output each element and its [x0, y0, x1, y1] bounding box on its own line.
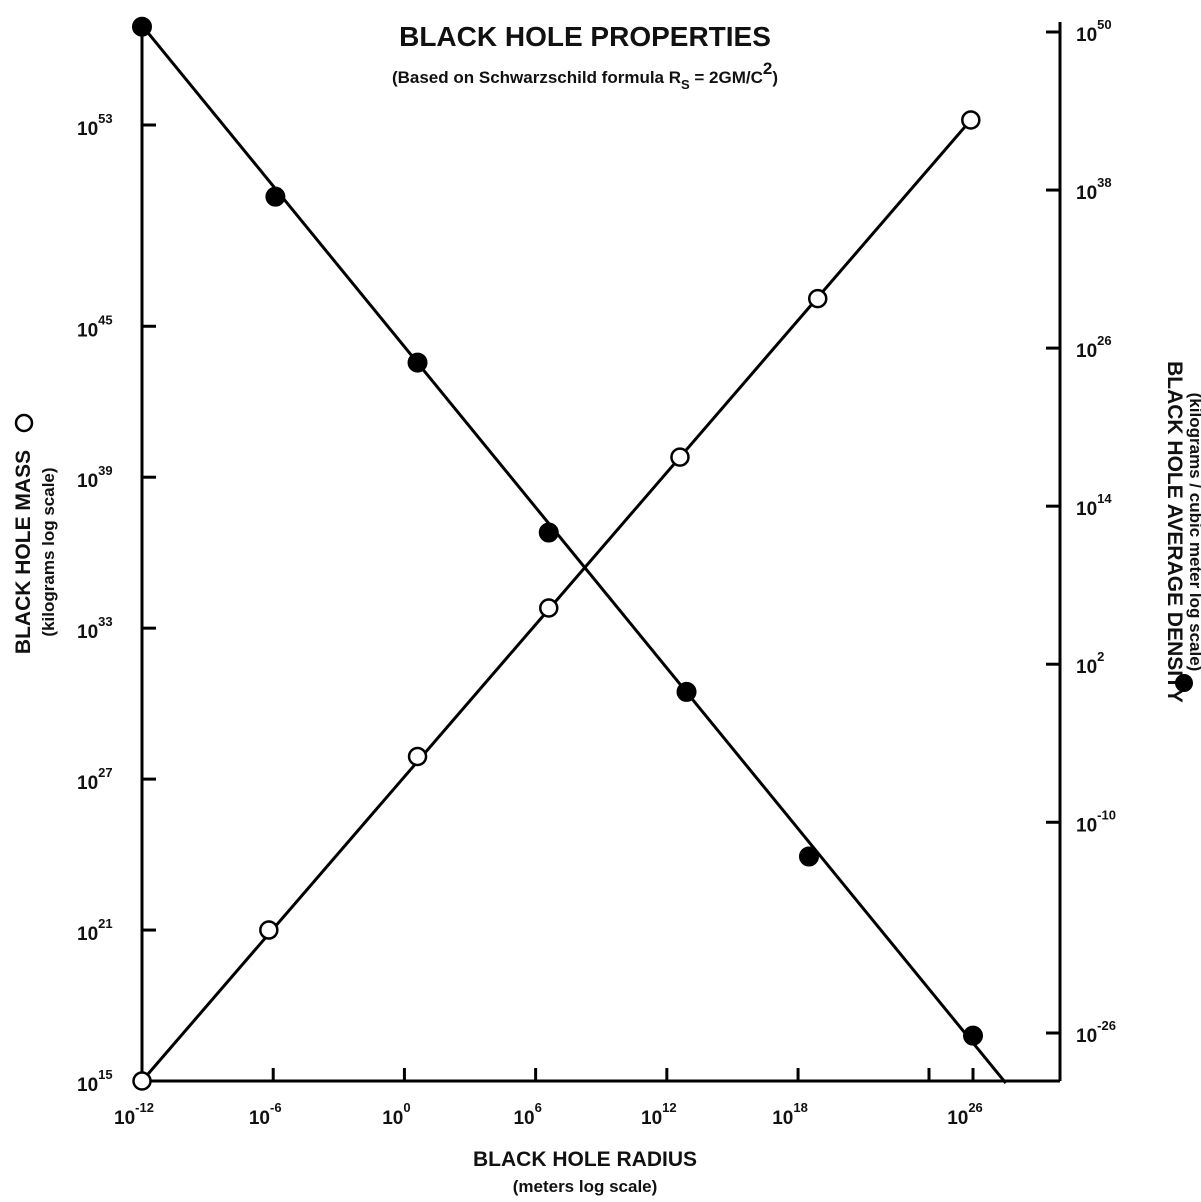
- density-legend-filled-circle: [1175, 674, 1193, 692]
- density-data-point: [408, 353, 427, 372]
- y-left-tick-label: 1053: [77, 111, 113, 140]
- x-tick-label: 10-12: [114, 1100, 154, 1129]
- subtitle-subscript: S: [681, 77, 690, 92]
- y-left-tick-label: 1027: [77, 765, 113, 794]
- x-tick-label: 106: [513, 1100, 541, 1129]
- y-right-tick-label: 1050: [1076, 17, 1112, 46]
- mass-data-point: [809, 290, 826, 307]
- mass-data-point: [671, 449, 688, 466]
- y-left-axis-subtitle: (kilograms log scale): [39, 467, 58, 636]
- subtitle-superscript: 2: [763, 59, 772, 78]
- y-right-axis-title-group: BLACK HOLE AVERAGE DENSITY (kilograms / …: [1163, 361, 1201, 703]
- density-data-point: [799, 847, 818, 866]
- mass-data-point: [134, 1073, 151, 1090]
- x-axis-ticks: 10-12 10-6 100 106 1012 1018 1026: [114, 1068, 983, 1129]
- y-left-tick-label: 1021: [77, 916, 113, 945]
- y-left-tick-label: 1033: [77, 614, 113, 643]
- mass-data-point: [962, 111, 979, 128]
- x-tick-label: 100: [382, 1100, 410, 1129]
- y-left-tick-label: 1045: [77, 312, 113, 341]
- y-left-axis-ticks: 1015 1021 1027 1033 1039 1045 1053: [77, 111, 156, 1096]
- density-data-point: [266, 187, 285, 206]
- y-left-tick-label: 1015: [77, 1067, 113, 1096]
- x-axis-subtitle: (meters log scale): [513, 1177, 658, 1196]
- y-right-axis-subtitle: (kilograms / cubic meter log scale): [1186, 393, 1201, 672]
- y-right-tick-label: 10-10: [1076, 807, 1116, 836]
- subtitle-middle: = 2GM/C: [690, 68, 763, 87]
- x-axis-title: BLACK HOLE RADIUS: [473, 1148, 697, 1171]
- mass-data-point: [260, 922, 277, 939]
- y-right-tick-label: 102: [1076, 649, 1104, 678]
- mass-data-point: [409, 748, 426, 765]
- y-right-tick-label: 1038: [1076, 175, 1112, 204]
- y-right-axis-ticks: 10-26 10-10 102 1014 1026 1038 1050: [1046, 17, 1116, 1047]
- x-tick-label: 1012: [641, 1100, 677, 1129]
- density-data-point: [133, 17, 152, 36]
- subtitle-prefix: (Based on Schwarzschild formula R: [392, 68, 681, 87]
- y-left-tick-label: 1039: [77, 463, 113, 492]
- mass-data-point: [540, 600, 557, 617]
- series-layer: [133, 17, 1006, 1089]
- x-tick-label: 1018: [772, 1100, 808, 1129]
- y-left-axis-title-group: BLACK HOLE MASS (kilograms log scale): [12, 450, 58, 654]
- chart-subtitle: (Based on Schwarzschild formula RS = 2GM…: [392, 59, 778, 92]
- x-tick-label: 1026: [947, 1100, 983, 1129]
- y-right-tick-label: 10-26: [1076, 1018, 1116, 1047]
- subtitle-suffix: ): [772, 68, 778, 87]
- y-right-tick-label: 1014: [1076, 491, 1112, 520]
- y-left-axis-title: BLACK HOLE MASS: [12, 450, 35, 654]
- y-right-axis-title: BLACK HOLE AVERAGE DENSITY: [1163, 361, 1186, 703]
- mass-legend-open-circle: [16, 415, 32, 431]
- x-tick-label: 10-6: [249, 1100, 282, 1129]
- y-right-tick-label: 1026: [1076, 333, 1112, 362]
- density-data-point: [964, 1026, 983, 1045]
- density-data-point: [539, 523, 558, 542]
- chart-title: BLACK HOLE PROPERTIES: [399, 21, 771, 52]
- density-data-point: [677, 682, 696, 701]
